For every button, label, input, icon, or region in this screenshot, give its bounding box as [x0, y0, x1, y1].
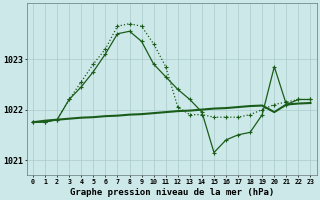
X-axis label: Graphe pression niveau de la mer (hPa): Graphe pression niveau de la mer (hPa)	[70, 188, 274, 197]
